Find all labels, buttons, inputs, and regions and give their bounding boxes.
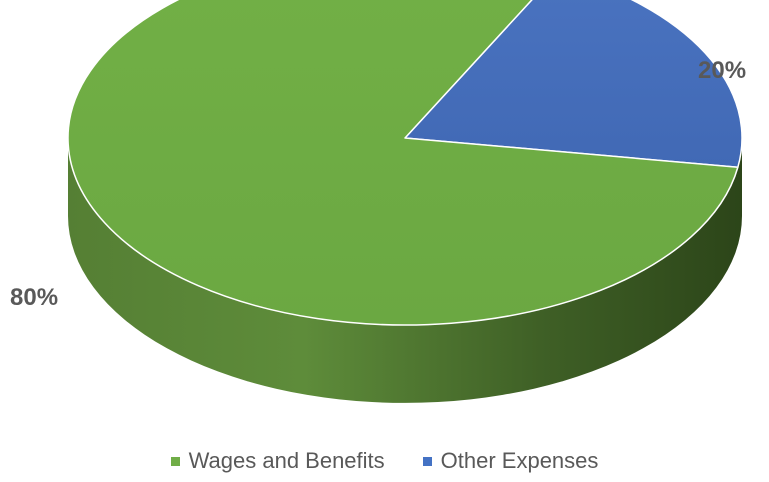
legend-label-wages-and-benefits: Wages and Benefits	[188, 448, 385, 473]
pie-slice-wages-and-benefits	[67, 0, 739, 326]
chart-legend: Wages and Benefits Other Expenses	[0, 450, 769, 472]
data-label-wages-and-benefits: 80%	[10, 284, 59, 311]
legend-swatch-wages-and-benefits	[170, 456, 180, 466]
legend-item-wages-and-benefits: Wages and Benefits	[170, 448, 385, 473]
legend-item-other-expenses: Other Expenses	[422, 448, 599, 473]
legend-label-other-expenses: Other Expenses	[440, 448, 599, 473]
pie-slice-other-expenses	[404, 0, 743, 169]
legend-swatch-other-expenses	[422, 456, 432, 466]
pie-side-wall	[68, 138, 742, 403]
data-label-other-expenses: 20%	[698, 57, 747, 84]
